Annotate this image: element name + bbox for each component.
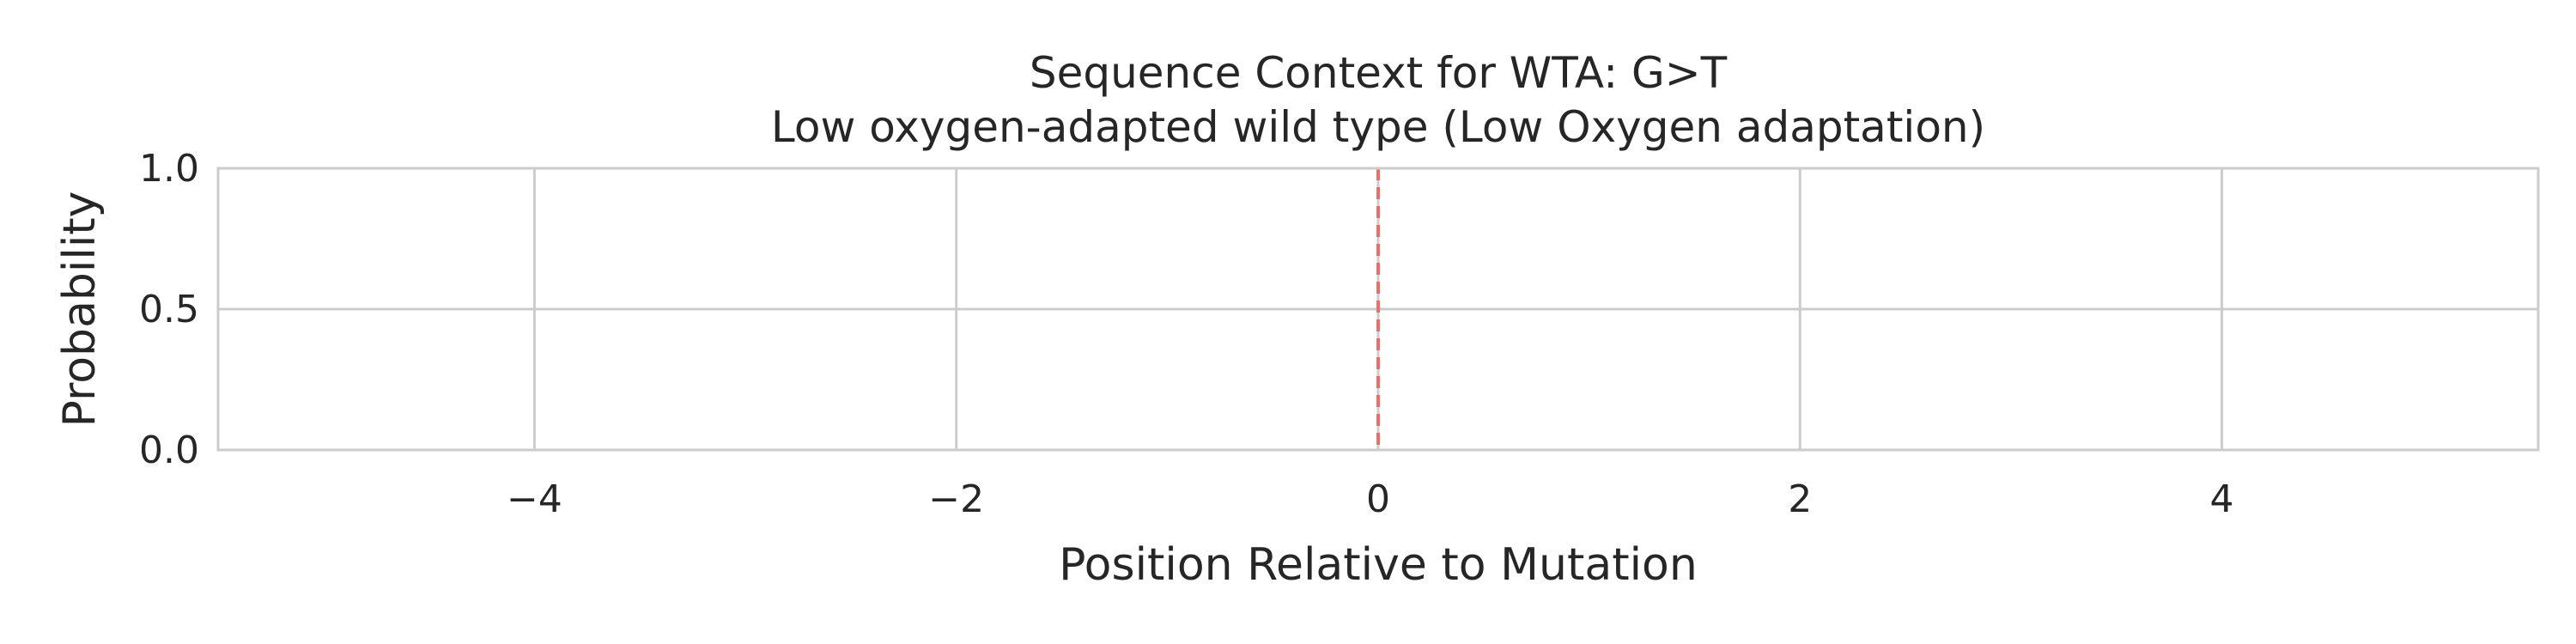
y-tick-labels: 0.0 0.5 1.0 (139, 147, 199, 472)
x-tick-label: 2 (1788, 477, 1812, 521)
x-tick-label: 0 (1366, 477, 1390, 521)
plot-frame (216, 167, 2540, 452)
x-tick-label: −4 (507, 477, 562, 521)
x-axis-label: Position Relative to Mutation (1059, 539, 1698, 591)
y-tick-label: 1.0 (139, 147, 199, 191)
y-axis-label: Probability (54, 191, 106, 428)
y-tick-label: 0.5 (139, 288, 199, 331)
chart-title: Sequence Context for WTA: G>T (1030, 48, 1728, 98)
chart-subtitle: Low oxygen-adapted wild type (Low Oxygen… (771, 102, 1985, 152)
y-tick-label: 0.0 (139, 428, 199, 472)
x-tick-label: −2 (928, 477, 984, 521)
x-tick-label: 4 (2210, 477, 2234, 521)
x-tick-labels: −4 −2 0 2 4 (507, 477, 2234, 521)
